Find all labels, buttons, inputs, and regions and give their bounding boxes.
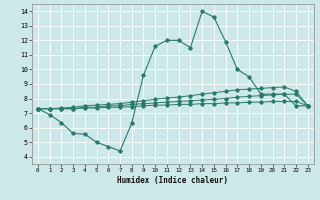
X-axis label: Humidex (Indice chaleur): Humidex (Indice chaleur) (117, 176, 228, 185)
